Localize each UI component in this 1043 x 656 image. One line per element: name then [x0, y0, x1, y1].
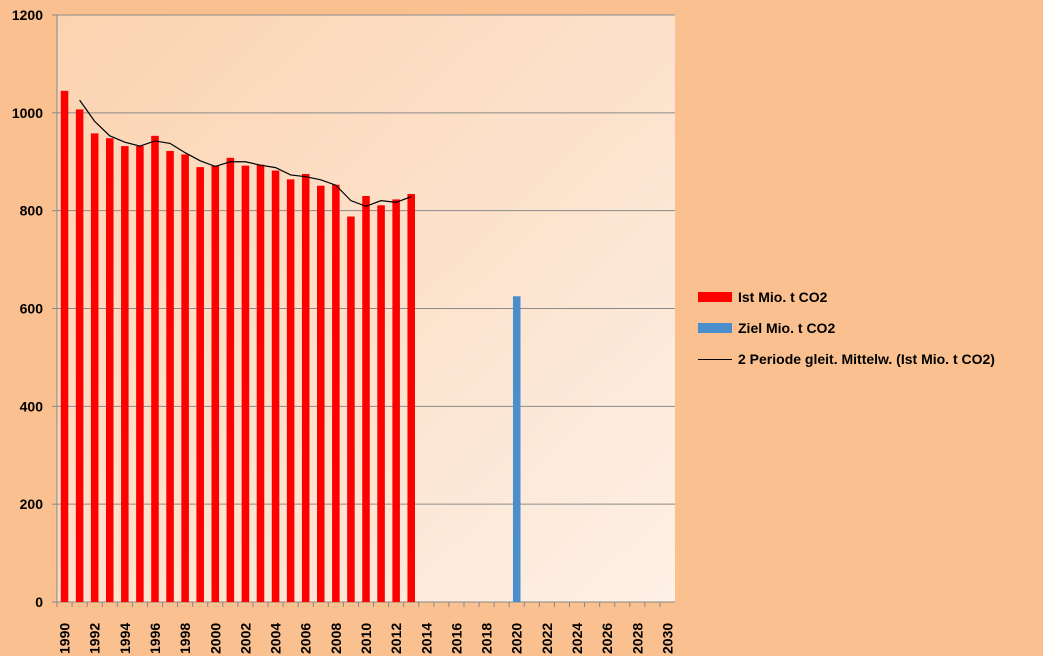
- moving-average-line: [79, 99, 412, 207]
- x-tick-label: 2012: [388, 623, 404, 654]
- bar-2006: [301, 173, 310, 602]
- x-tick-label: 1994: [117, 623, 133, 654]
- x-tick-label: 2016: [448, 623, 464, 654]
- bar-2007: [317, 185, 325, 602]
- bar-1990: [60, 90, 69, 602]
- legend-item-ziel: Ziel Mio. t CO2: [698, 320, 835, 336]
- x-tick-label: 2004: [268, 623, 284, 654]
- x-tick-label: 2026: [599, 623, 615, 654]
- bar-1998: [181, 154, 189, 602]
- bar-2003: [256, 164, 265, 602]
- y-tick-label: 1000: [12, 105, 43, 121]
- x-tick-label: 2020: [509, 623, 525, 654]
- legend-swatch-line: [698, 358, 732, 360]
- x-tick-label: 1992: [87, 623, 103, 654]
- y-tick-label: 1200: [12, 7, 43, 23]
- bar-1992: [90, 133, 99, 602]
- bar-2011: [377, 205, 385, 602]
- bar-2010: [362, 195, 370, 602]
- bar-2008: [332, 184, 340, 602]
- y-tick-label: 600: [20, 301, 44, 317]
- y-tick-label: 0: [35, 594, 43, 610]
- legend-swatch-red: [698, 292, 732, 302]
- x-tick-label: 2006: [298, 623, 314, 654]
- bar-2012: [392, 199, 400, 602]
- bar-2004: [271, 170, 280, 602]
- legend-label: Ziel Mio. t CO2: [738, 320, 836, 336]
- bar-2002: [241, 165, 250, 602]
- x-tick-label: 2014: [418, 623, 434, 654]
- bar-2000: [211, 165, 220, 602]
- x-tick-label: 2028: [629, 623, 645, 654]
- x-tick-label: 1996: [147, 623, 163, 654]
- bar-2001: [226, 157, 235, 602]
- bar-1996: [151, 135, 159, 603]
- y-tick-label: 200: [20, 496, 44, 512]
- legend-swatch-blue: [698, 323, 732, 333]
- bar-1991: [75, 109, 84, 602]
- bar-2005: [286, 179, 295, 603]
- x-tick-label: 1998: [177, 623, 193, 654]
- bar-1997: [166, 150, 174, 602]
- y-tick-label: 800: [20, 203, 44, 219]
- y-tick-label: 400: [20, 398, 44, 414]
- x-tick-label: 2002: [237, 623, 253, 654]
- x-tick-label: 2010: [358, 623, 374, 654]
- x-tick-label: 2018: [479, 623, 495, 654]
- bar-2020: [512, 296, 521, 602]
- bar-1994: [121, 146, 129, 602]
- bar-1995: [136, 146, 144, 602]
- x-tick-label: 2008: [328, 623, 344, 654]
- bar-2009: [347, 216, 355, 602]
- legend-label: Ist Mio. t CO2: [738, 289, 828, 305]
- legend-item-ist: Ist Mio. t CO2: [698, 289, 827, 305]
- x-tick-label: 2000: [207, 623, 223, 654]
- legend-item-moving-average: 2 Periode gleit. Mittelw. (Ist Mio. t CO…: [698, 351, 995, 367]
- bar-1993: [105, 138, 114, 602]
- bar-2013: [407, 194, 415, 602]
- x-tick-label: 2030: [659, 623, 675, 654]
- legend-label: 2 Periode gleit. Mittelw. (Ist Mio. t CO…: [738, 351, 995, 367]
- bar-1999: [196, 167, 204, 602]
- x-tick-label: 2022: [539, 623, 555, 654]
- x-tick-label: 2024: [569, 623, 585, 654]
- x-tick-label: 1990: [57, 623, 73, 654]
